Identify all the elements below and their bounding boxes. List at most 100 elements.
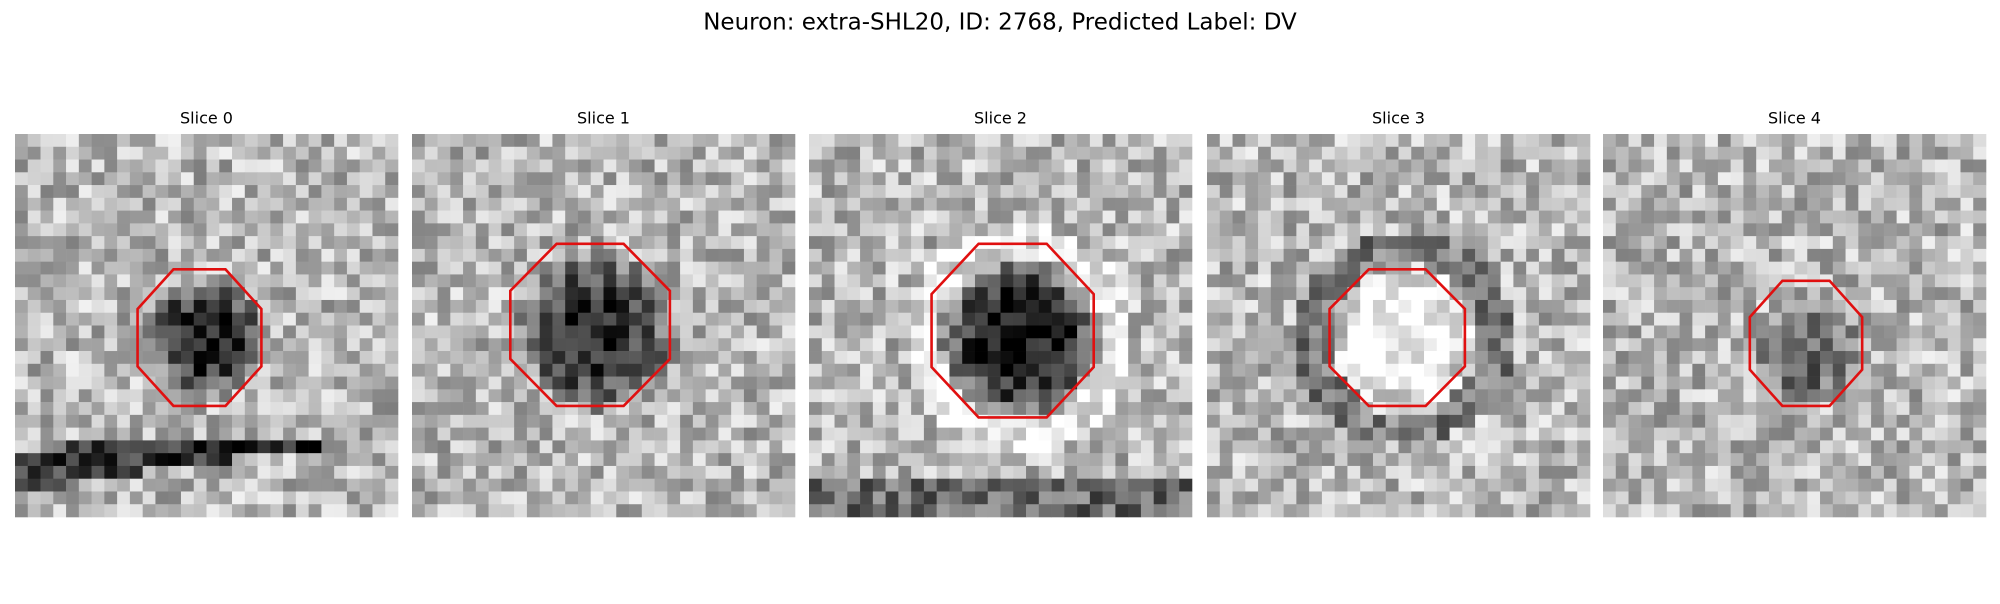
- pixel: [1832, 427, 1846, 441]
- pixel: [1245, 236, 1259, 250]
- pixel: [501, 299, 515, 314]
- pixel: [308, 210, 322, 224]
- pixel: [692, 299, 706, 314]
- pixel: [1038, 197, 1052, 211]
- pixel: [949, 351, 963, 365]
- pixel: [743, 414, 757, 428]
- pixel: [834, 504, 848, 518]
- pixel: [552, 185, 566, 199]
- pixel: [1538, 299, 1552, 314]
- pixel: [1089, 453, 1103, 467]
- pixel: [40, 197, 54, 211]
- pixel: [244, 134, 258, 148]
- pixel: [1207, 274, 1221, 288]
- pixel: [1128, 185, 1142, 199]
- pixel: [1051, 504, 1065, 518]
- pixel: [308, 363, 322, 377]
- pixel: [1871, 261, 1885, 275]
- pixel: [1219, 248, 1233, 262]
- pixel: [1128, 172, 1142, 186]
- pixel: [412, 427, 426, 441]
- pixel: [1449, 414, 1463, 428]
- pixel: [974, 478, 989, 492]
- pixel: [1411, 389, 1425, 403]
- pixel: [1398, 478, 1412, 492]
- pixel: [1526, 504, 1540, 518]
- pixel: [1179, 440, 1193, 454]
- pixel: [53, 185, 67, 199]
- pixel: [603, 223, 617, 237]
- pixel: [718, 363, 732, 377]
- pixel: [1603, 248, 1617, 262]
- pixel: [1385, 491, 1399, 505]
- pixel: [821, 363, 835, 377]
- pixel: [718, 159, 732, 173]
- pixel: [1934, 351, 1948, 365]
- pixel: [1922, 185, 1936, 199]
- pixel: [654, 236, 668, 250]
- pixel: [769, 312, 783, 326]
- pixel: [412, 172, 426, 186]
- pixel: [616, 223, 630, 237]
- pixel: [359, 236, 373, 250]
- pixel: [501, 210, 515, 224]
- pixel: [1115, 134, 1129, 148]
- pixel: [1756, 299, 1770, 314]
- pixel: [590, 402, 604, 416]
- pixel: [1692, 185, 1706, 199]
- pixel: [1513, 146, 1527, 160]
- pixel: [142, 325, 156, 339]
- pixel: [809, 478, 823, 492]
- pixel: [860, 504, 874, 518]
- pixel: [809, 223, 823, 237]
- pixel: [936, 210, 950, 224]
- pixel: [616, 389, 630, 403]
- pixel: [463, 427, 477, 441]
- pixel: [718, 287, 732, 301]
- pixel: [1922, 274, 1936, 288]
- pixel: [1436, 478, 1450, 492]
- pixel: [27, 299, 41, 314]
- pixel: [898, 427, 912, 441]
- pixel: [1858, 197, 1872, 211]
- pixel: [1909, 197, 1923, 211]
- pixel: [949, 159, 963, 173]
- pixel: [898, 389, 912, 403]
- pixel: [680, 389, 694, 403]
- pixel: [1077, 134, 1091, 148]
- pixel: [705, 402, 719, 416]
- pixel: [1064, 223, 1078, 237]
- pixel: [692, 453, 706, 467]
- pixel: [821, 236, 835, 250]
- pixel: [705, 299, 719, 314]
- pixel: [1564, 159, 1578, 173]
- pixel: [1717, 172, 1731, 186]
- pixel: [616, 287, 630, 301]
- pixel: [705, 248, 719, 262]
- pixel: [1717, 376, 1731, 390]
- pixel: [539, 414, 553, 428]
- pixel: [577, 134, 592, 148]
- pixel: [1654, 312, 1668, 326]
- pixel: [206, 197, 220, 211]
- pixel: [117, 465, 131, 479]
- pixel: [1436, 172, 1450, 186]
- pixel: [359, 338, 373, 352]
- pixel: [1654, 402, 1668, 416]
- pixel: [1513, 338, 1527, 352]
- pixel: [308, 389, 322, 403]
- pixel: [1089, 223, 1103, 237]
- pixel: [295, 478, 309, 492]
- pixel: [1245, 210, 1259, 224]
- pixel: [821, 427, 835, 441]
- pixel: [1500, 159, 1514, 173]
- pixel: [1321, 274, 1335, 288]
- pixel: [949, 146, 963, 160]
- pixel: [488, 248, 502, 262]
- pixel: [1551, 185, 1565, 199]
- pixel: [257, 236, 271, 250]
- pixel: [283, 312, 297, 326]
- pixel: [1820, 236, 1834, 250]
- pixel: [1794, 223, 1808, 237]
- pixel: [1038, 261, 1052, 275]
